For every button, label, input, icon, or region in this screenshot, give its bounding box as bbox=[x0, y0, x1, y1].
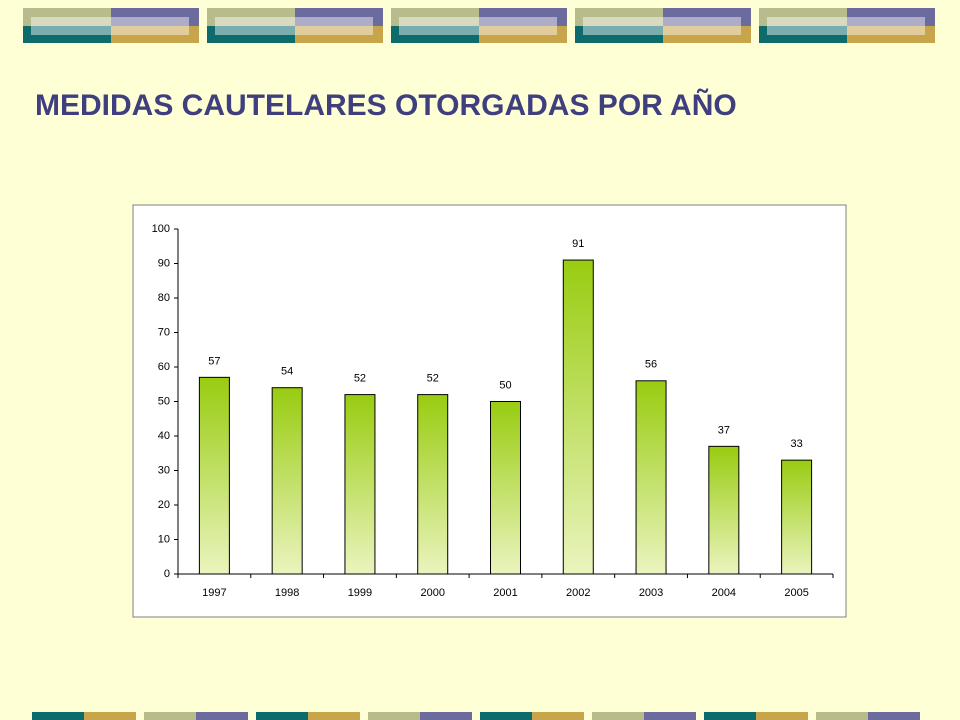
deco-block bbox=[295, 26, 383, 43]
y-tick-label: 80 bbox=[158, 292, 170, 304]
y-tick-label: 90 bbox=[158, 257, 170, 269]
data-label: 91 bbox=[572, 238, 584, 250]
deco-block bbox=[759, 8, 847, 26]
x-tick-label: 2001 bbox=[493, 587, 517, 599]
data-label: 56 bbox=[645, 359, 657, 371]
deco-block bbox=[479, 26, 567, 43]
deco-block bbox=[663, 8, 751, 26]
x-tick-label: 2005 bbox=[784, 587, 808, 599]
deco-block bbox=[575, 8, 663, 26]
data-label: 52 bbox=[427, 373, 439, 385]
data-label: 52 bbox=[354, 373, 366, 385]
y-tick-label: 0 bbox=[164, 568, 170, 580]
deco-block bbox=[295, 8, 383, 26]
bar bbox=[417, 394, 449, 575]
y-tick-label: 60 bbox=[158, 361, 170, 373]
deco-block bbox=[391, 26, 479, 43]
x-tick-label: 2004 bbox=[712, 587, 736, 599]
bar bbox=[562, 259, 594, 575]
y-tick-label: 100 bbox=[152, 223, 170, 235]
deco-block bbox=[207, 8, 295, 26]
deco-block bbox=[663, 26, 751, 43]
data-label: 57 bbox=[208, 355, 220, 367]
chart-title: MEDIDAS CAUTELARES OTORGADAS POR AÑO bbox=[35, 88, 737, 122]
data-label: 37 bbox=[718, 424, 730, 436]
deco-block bbox=[215, 17, 373, 35]
y-tick-label: 20 bbox=[158, 499, 170, 511]
x-tick-label: 1997 bbox=[202, 587, 226, 599]
bar bbox=[198, 376, 230, 575]
x-tick-label: 1998 bbox=[275, 587, 299, 599]
deco-block bbox=[31, 17, 189, 35]
deco-block bbox=[759, 26, 847, 43]
x-tick-label: 2002 bbox=[566, 587, 590, 599]
header-decoration bbox=[23, 8, 935, 43]
footer-decoration bbox=[32, 712, 920, 720]
deco-block bbox=[23, 8, 111, 26]
bar bbox=[344, 394, 376, 575]
bar bbox=[490, 401, 521, 575]
x-tick-label: 2003 bbox=[639, 587, 663, 599]
data-label: 33 bbox=[790, 438, 802, 450]
deco-block bbox=[207, 26, 295, 43]
deco-block bbox=[111, 26, 199, 43]
y-tick-label: 50 bbox=[158, 395, 170, 407]
x-tick-label: 1999 bbox=[348, 587, 372, 599]
deco-block bbox=[111, 8, 199, 26]
deco-block bbox=[399, 17, 557, 35]
deco-block bbox=[847, 8, 935, 26]
y-tick-label: 10 bbox=[158, 533, 170, 545]
deco-block bbox=[847, 26, 935, 43]
x-tick-label: 2000 bbox=[420, 587, 444, 599]
bar bbox=[635, 380, 667, 575]
deco-block bbox=[767, 17, 925, 35]
deco-block bbox=[575, 26, 663, 43]
deco-block bbox=[23, 26, 111, 43]
y-tick-label: 70 bbox=[158, 326, 170, 338]
deco-block bbox=[479, 8, 567, 26]
data-label: 54 bbox=[281, 366, 293, 378]
bar bbox=[781, 459, 813, 575]
y-tick-label: 30 bbox=[158, 464, 170, 476]
bar bbox=[271, 387, 303, 575]
deco-block bbox=[583, 17, 741, 35]
deco-block bbox=[391, 8, 479, 26]
y-tick-label: 40 bbox=[158, 430, 170, 442]
bar bbox=[708, 445, 740, 575]
data-label: 50 bbox=[499, 379, 511, 391]
